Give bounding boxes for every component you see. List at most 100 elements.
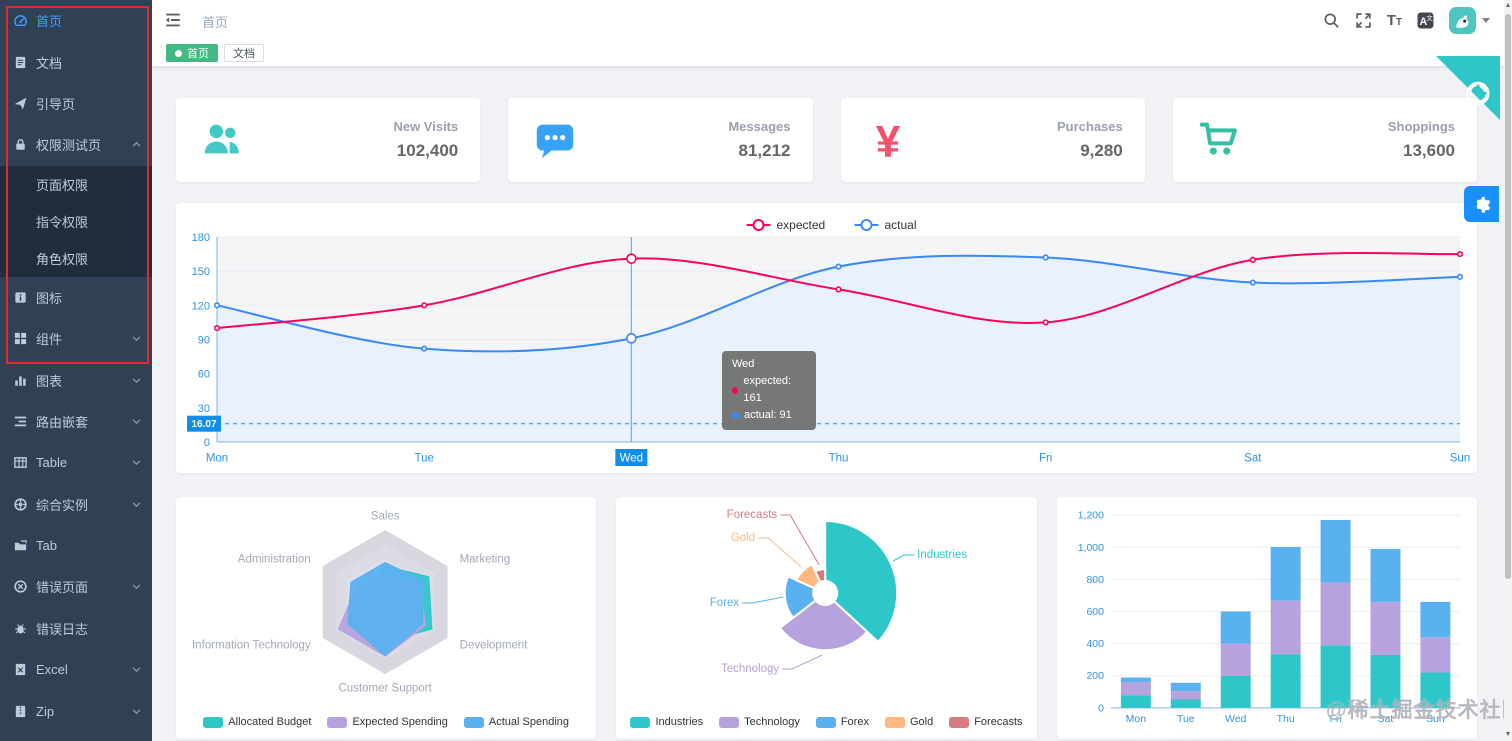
svg-text:Tue: Tue xyxy=(1177,714,1195,725)
scroll-down-arrow[interactable]: ▼ xyxy=(1504,731,1512,738)
stat-panel-message[interactable]: Messages 81,212 xyxy=(508,98,813,182)
tooltip-title: Wed xyxy=(732,358,755,370)
stat-label: Shoppings xyxy=(1387,119,1455,134)
svg-text:Customer Support: Customer Support xyxy=(339,683,433,695)
settings-button[interactable] xyxy=(1464,186,1499,222)
hamburger-icon[interactable] xyxy=(164,11,182,29)
sidebar-item-label: 图表 xyxy=(36,373,63,389)
sidebar-item-lock[interactable]: 权限测试页 xyxy=(0,124,152,165)
scrollbar-thumb[interactable] xyxy=(1505,14,1511,579)
shopping-icon xyxy=(1197,117,1243,163)
pie-slice-forex xyxy=(784,575,818,620)
svg-text:A: A xyxy=(1420,15,1428,27)
svg-text:Mon: Mon xyxy=(1125,714,1146,725)
scrollbar[interactable]: ▲ ▼ xyxy=(1504,0,1512,741)
sidebar-item-tab[interactable]: Tab xyxy=(0,525,152,566)
stat-panel-shopping[interactable]: Shoppings 13,600 xyxy=(1172,98,1477,182)
svg-text:180: 180 xyxy=(192,232,210,244)
pie-slice-industries xyxy=(824,519,899,644)
svg-text:expected: expected xyxy=(777,218,826,232)
tag-home[interactable]: 首页 xyxy=(166,44,218,62)
legend-item[interactable]: Allocated Budget xyxy=(203,716,311,728)
svg-text:Marketing: Marketing xyxy=(460,554,511,566)
sidebar: 首页文档引导页权限测试页页面权限 指令权限 角色权限图标组件图表路由嵌套 Table 综… xyxy=(0,0,152,741)
stat-panel-peoples[interactable]: New Visits 102,400 xyxy=(176,98,481,182)
sidebar-item-component[interactable]: 组件 xyxy=(0,318,152,359)
guide-icon xyxy=(13,96,28,111)
chevron-down-icon xyxy=(131,457,142,468)
sidebar-item-label: 文档 xyxy=(36,55,63,71)
sidebar-item-zip[interactable]: Zip xyxy=(0,690,152,731)
legend-item[interactable]: Gold xyxy=(884,716,933,728)
github-corner[interactable] xyxy=(1436,56,1500,120)
sidebar-item-label: 图标 xyxy=(36,290,63,306)
sidebar-item-example[interactable]: 综合实例 xyxy=(0,484,152,525)
legend-item[interactable]: Actual Spending xyxy=(463,716,569,728)
legend-item[interactable]: Forex xyxy=(815,716,869,728)
pie-slice-gold xyxy=(795,563,822,590)
gear-icon xyxy=(1476,196,1491,213)
svg-text:Mon: Mon xyxy=(206,453,228,465)
bar-chart-card: 0 200 400 600 800 1,000 1,200 Mon Tue Wed Thu Fri Sa… xyxy=(1056,497,1477,739)
stat-panels: New Visits 102,400 Messages 81,212 ¥ Purchase… xyxy=(176,98,1477,182)
excel-icon xyxy=(13,662,28,677)
pie-chart: Industries Technology Forex Gold Forecasts xyxy=(710,509,968,675)
caret-down-icon xyxy=(1482,17,1490,23)
avatar[interactable] xyxy=(1449,6,1476,34)
sidebar-subitem[interactable]: 页面权限 xyxy=(0,165,152,203)
sidebar-item-label: 错误页面 xyxy=(36,580,89,596)
github-octocat-icon xyxy=(1466,81,1490,105)
tag-docs[interactable]: 文档 xyxy=(224,44,264,62)
sidebar-item-label: 权限测试页 xyxy=(36,138,102,154)
sidebar-subitem[interactable]: 指令权限 xyxy=(0,202,152,240)
table-icon xyxy=(13,455,28,470)
scroll-up-arrow[interactable]: ▲ xyxy=(1504,2,1512,9)
sidebar-subitem[interactable]: 角色权限 xyxy=(0,239,152,277)
sidebar-item-table[interactable]: Table xyxy=(0,442,152,483)
sidebar-item-bug[interactable]: 错误日志 xyxy=(0,608,152,649)
stat-value: 81,212 xyxy=(738,141,791,160)
fullscreen-icon[interactable] xyxy=(1355,12,1372,29)
legend-item[interactable]: Technology xyxy=(719,716,800,728)
legend-item[interactable]: Forecasts xyxy=(949,716,1023,728)
sidebar-item-nested[interactable]: 路由嵌套 xyxy=(0,401,152,442)
sidebar-item-label: Tab xyxy=(36,538,57,554)
svg-text:120: 120 xyxy=(192,300,210,312)
documentation-icon xyxy=(13,55,28,70)
sidebar-item-documentation[interactable]: 文档 xyxy=(0,41,152,82)
sidebar-item-excel[interactable]: Excel xyxy=(0,649,152,690)
line-chart-legend[interactable]: expected actual xyxy=(746,218,917,232)
sidebar-menu: 首页文档引导页权限测试页页面权限 指令权限 角色权限图标组件图表路由嵌套 Table 综… xyxy=(0,0,152,732)
svg-text:Gold: Gold xyxy=(731,532,755,544)
search-icon[interactable] xyxy=(1323,12,1340,29)
svg-text:¥: ¥ xyxy=(875,117,900,163)
svg-text:actual: actual xyxy=(885,218,917,232)
stat-panel-money[interactable]: ¥ Purchases 9,280 xyxy=(840,98,1145,182)
svg-text:60: 60 xyxy=(198,369,210,381)
svg-text:1,200: 1,200 xyxy=(1077,511,1103,522)
legend-item[interactable]: Expected Spending xyxy=(327,716,448,728)
svg-text:文: 文 xyxy=(1426,12,1433,21)
sidebar-item-label: 首页 xyxy=(36,14,63,30)
svg-text:Information Technology: Information Technology xyxy=(192,640,311,652)
main-content: New Visits 102,400 Messages 81,212 ¥ Purchase… xyxy=(152,67,1504,741)
sidebar-item-icon[interactable]: 图标 xyxy=(0,277,152,318)
sidebar-item-label: Zip xyxy=(36,703,55,719)
message-icon xyxy=(532,117,578,163)
sidebar-item-guide[interactable]: 引导页 xyxy=(0,83,152,124)
sidebar-item-chart[interactable]: 图表 xyxy=(0,359,152,400)
legend-item[interactable]: Industries xyxy=(630,716,703,728)
stat-label: Purchases xyxy=(1056,119,1123,134)
svg-text:Development: Development xyxy=(460,640,529,652)
svg-text:Sales: Sales xyxy=(371,511,400,523)
font-size-icon[interactable]: TT xyxy=(1386,11,1402,29)
example-icon xyxy=(13,497,28,512)
svg-text:0: 0 xyxy=(1098,703,1104,714)
sidebar-item-dashboard[interactable]: 首页 xyxy=(0,0,152,41)
svg-text:Tue: Tue xyxy=(414,453,433,465)
user-menu[interactable] xyxy=(1449,6,1490,34)
svg-text:600: 600 xyxy=(1086,607,1104,618)
sidebar-item-404[interactable]: 错误页面 xyxy=(0,566,152,607)
